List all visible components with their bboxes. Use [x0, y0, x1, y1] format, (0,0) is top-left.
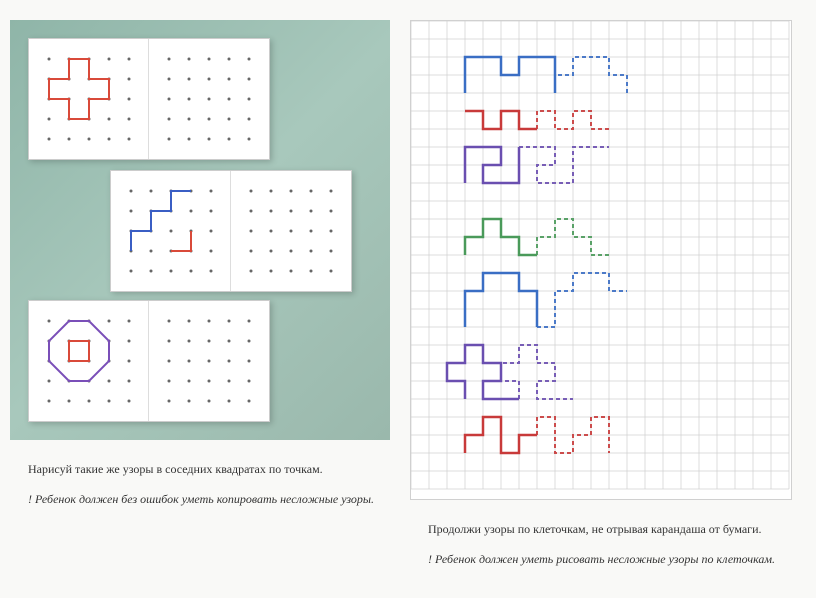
- dot-copy-panel: [10, 20, 390, 440]
- left-instruction: Нарисуй такие же узоры в соседних квадра…: [10, 460, 390, 478]
- card-target: [149, 39, 269, 159]
- card-target: [231, 171, 351, 291]
- card-source: [29, 301, 149, 421]
- card-pair-cross: [28, 38, 270, 160]
- right-instruction: Продолжи узоры по клеточкам, не отрывая …: [410, 520, 792, 538]
- left-note: ! Ребенок должен без ошибок уметь копиро…: [10, 490, 390, 508]
- card-target: [149, 301, 269, 421]
- card-source: [111, 171, 231, 291]
- card-source: [29, 39, 149, 159]
- grid-pattern-panel: [410, 20, 792, 500]
- right-note: ! Ребенок должен уметь рисовать несложны…: [410, 550, 792, 568]
- left-column: Нарисуй такие же узоры в соседних квадра…: [10, 20, 390, 578]
- card-pair-stairs: [110, 170, 352, 292]
- right-column: Продолжи узоры по клеточкам, не отрывая …: [410, 20, 792, 578]
- card-pair-octagon: [28, 300, 270, 422]
